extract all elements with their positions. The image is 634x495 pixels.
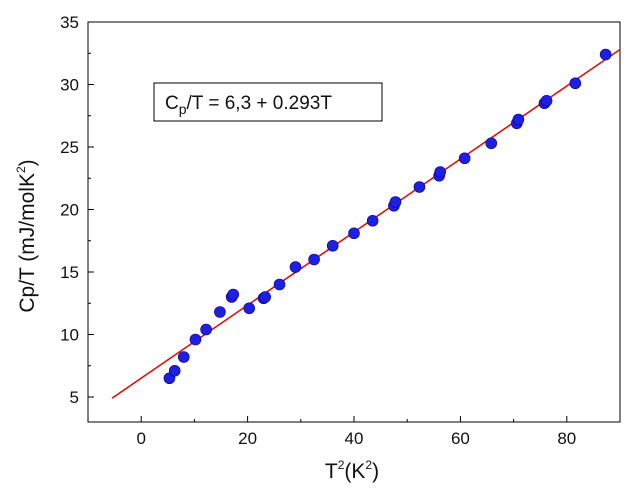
- equation-box-border: [153, 82, 383, 122]
- data-points: [163, 48, 612, 385]
- x-tick-label: 80: [557, 429, 576, 448]
- data-point: [177, 351, 190, 363]
- data-point: [569, 77, 582, 90]
- data-point: [273, 278, 286, 291]
- data-point: [168, 364, 181, 377]
- data-point: [308, 253, 320, 266]
- y-tick-label: 5: [70, 388, 79, 407]
- y-tick-label: 15: [60, 263, 79, 282]
- data-point: [413, 181, 426, 193]
- equation-box: Cp/T = 6,3 + 0.293T: [153, 82, 383, 122]
- x-tick-label: 20: [238, 429, 257, 448]
- data-point: [540, 94, 553, 107]
- data-point: [259, 291, 271, 303]
- y-tick-label: 20: [60, 201, 79, 220]
- x-tick-label: 40: [345, 429, 364, 448]
- data-point: [243, 302, 255, 315]
- data-point: [189, 333, 202, 346]
- x-axis-title: T2(K2): [325, 458, 379, 483]
- equation-text: Cp/T = 6,3 + 0.293T: [165, 93, 332, 117]
- data-point: [599, 48, 612, 61]
- y-tick-label: 25: [60, 138, 79, 157]
- data-point: [227, 288, 240, 301]
- y-axis-title: Cp/T (mJ/molK2): [14, 159, 39, 312]
- y-tick-label: 35: [60, 13, 79, 32]
- data-point: [485, 137, 498, 150]
- y-tick-label: 10: [60, 326, 79, 345]
- data-point: [348, 227, 360, 240]
- y-axis-ticks: 5 10 15 20 25 30 35: [60, 13, 94, 407]
- data-point: [434, 166, 446, 178]
- data-point: [389, 196, 402, 208]
- x-axis-ticks: 0 20 40 60 80: [136, 416, 576, 448]
- data-point: [200, 323, 212, 336]
- data-point: [512, 113, 525, 126]
- data-point: [326, 239, 339, 252]
- data-point: [458, 152, 471, 165]
- data-point: [289, 261, 302, 273]
- x-tick-label: 60: [451, 429, 470, 448]
- plot-frame: [87, 21, 621, 423]
- x-tick-label: 0: [136, 429, 145, 448]
- data-point: [214, 306, 226, 318]
- y-tick-label: 30: [60, 76, 79, 95]
- data-point: [366, 214, 379, 227]
